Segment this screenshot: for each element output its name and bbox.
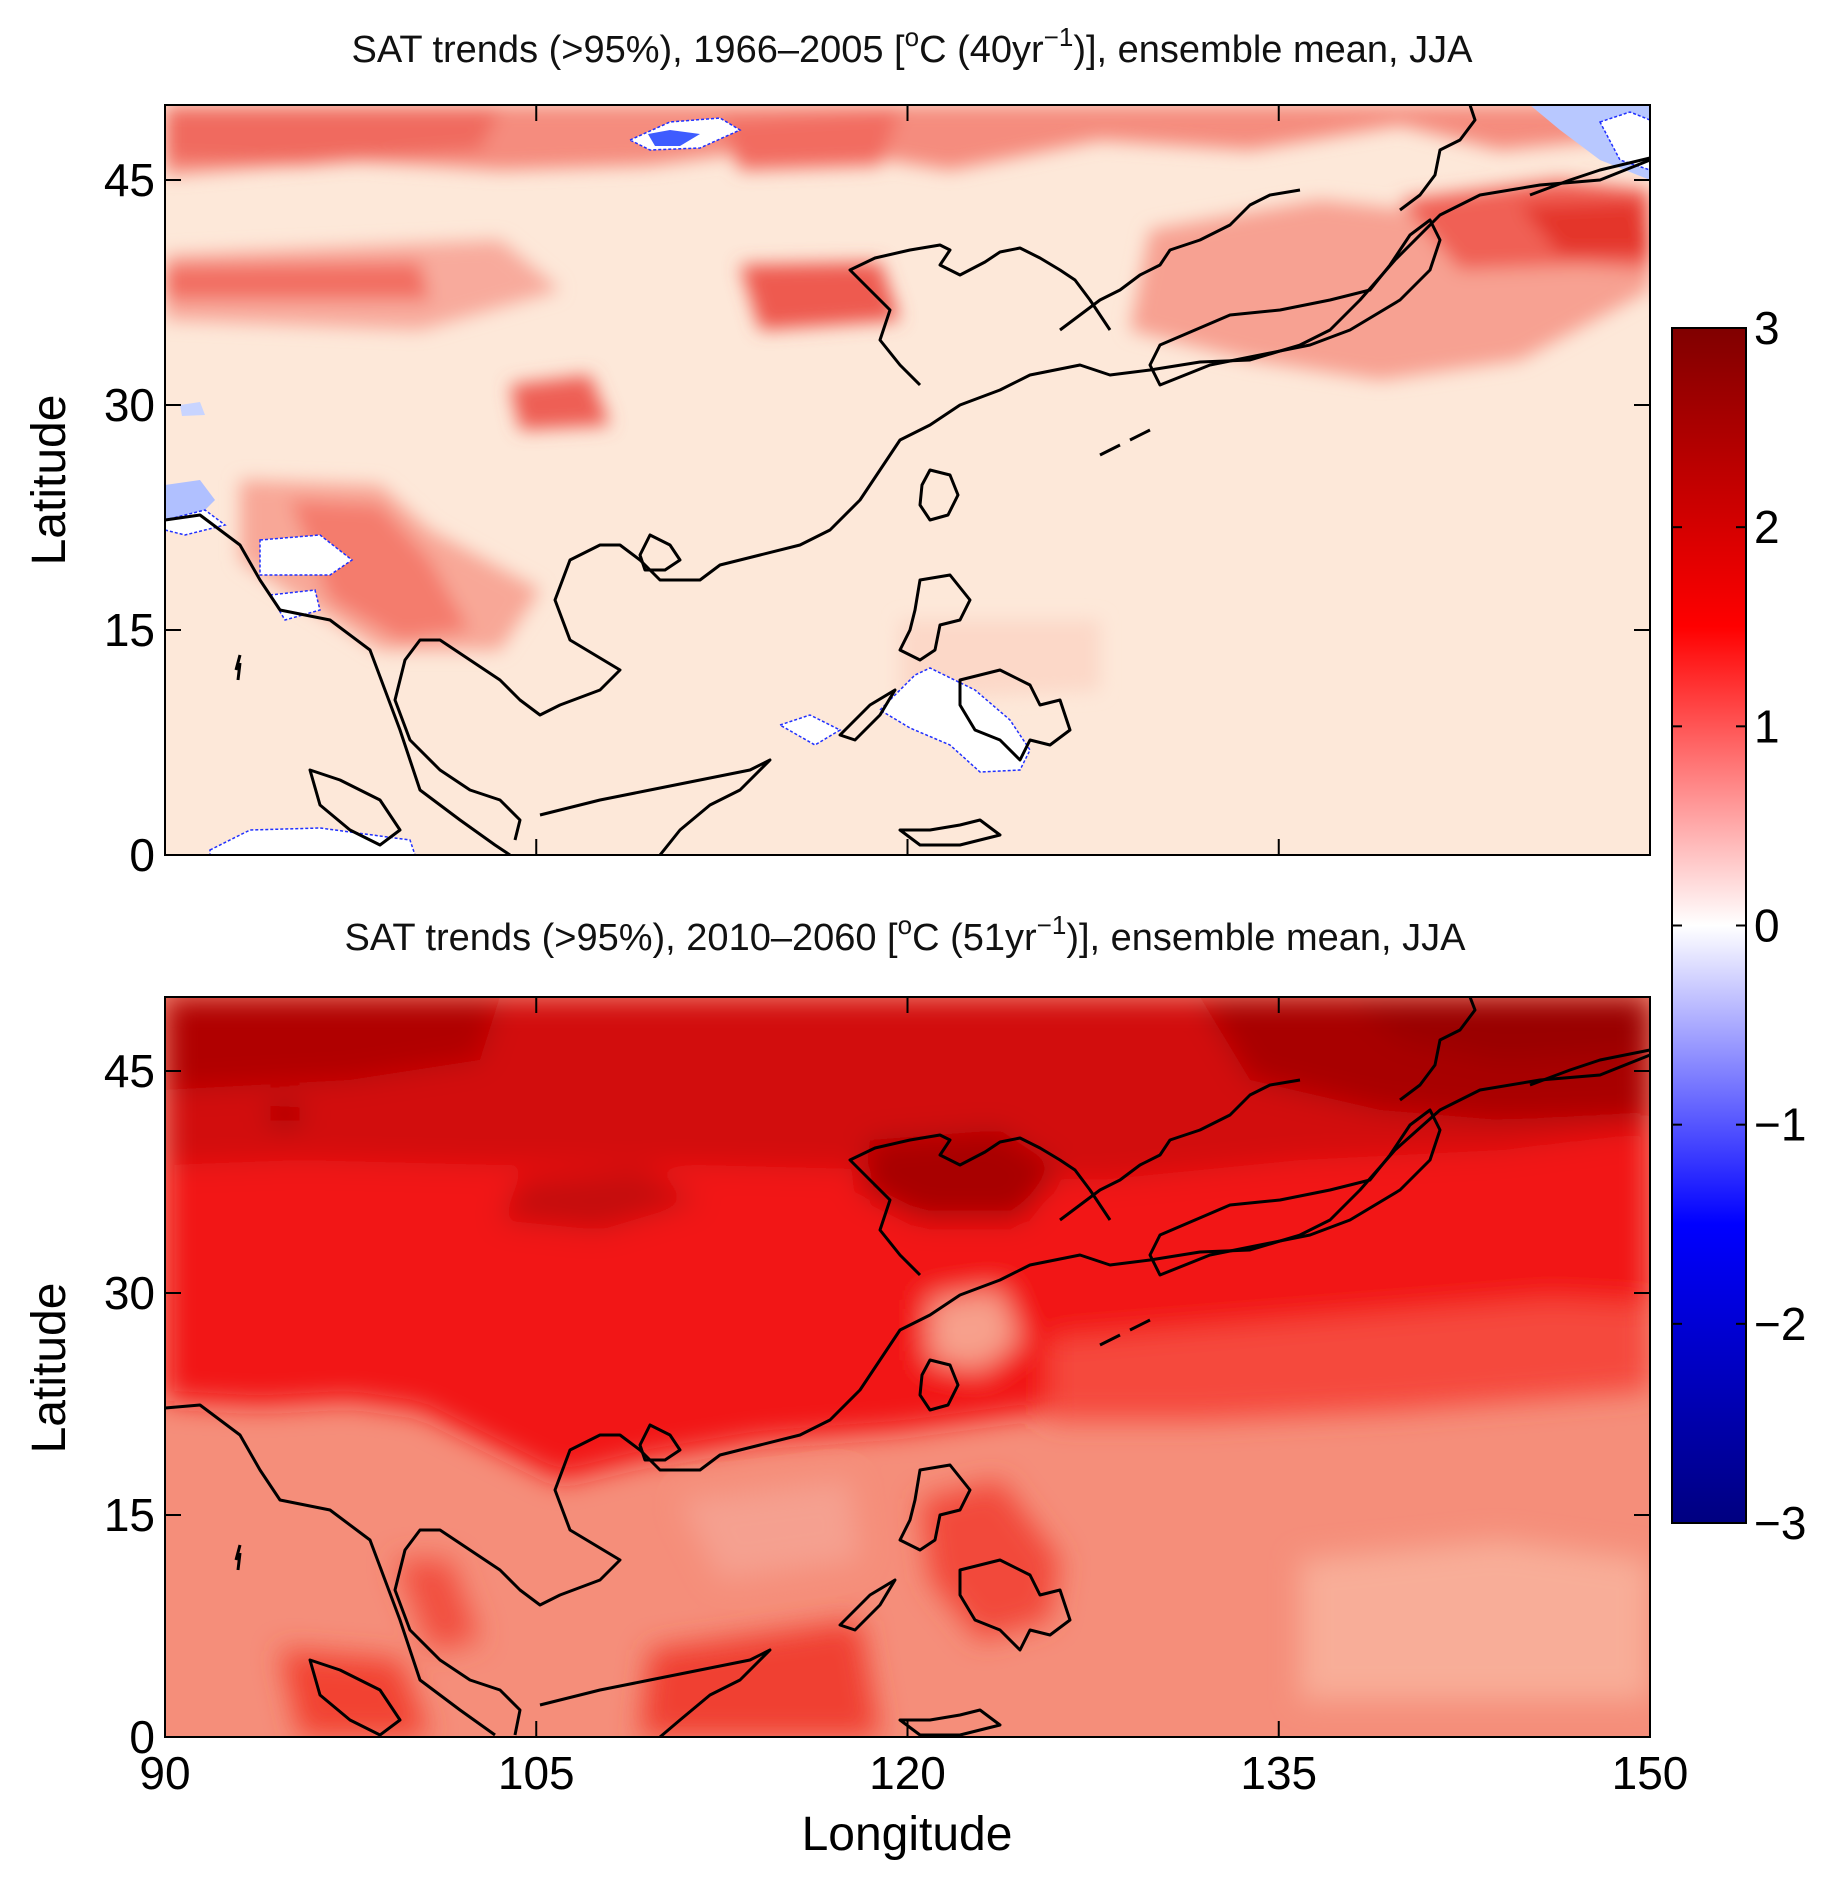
bottom-ylabel: Latitude <box>23 1283 76 1454</box>
bottom-coastlines <box>165 997 1650 1737</box>
top-heatmap-field <box>165 105 1650 700</box>
xtick-label: 90 <box>139 1747 190 1799</box>
colorbar-tick-label: −3 <box>1754 1497 1806 1549</box>
ytick-label: 30 <box>104 1267 155 1319</box>
ytick-label: 45 <box>104 1045 155 1097</box>
colorbar-tick-label: 3 <box>1754 302 1780 354</box>
xtick-label: 120 <box>869 1747 946 1799</box>
top-coastlines <box>165 105 1650 855</box>
ytick-label: 15 <box>104 604 155 656</box>
top-plot-area <box>165 105 1650 855</box>
colorbar-tick-label: 2 <box>1754 501 1780 553</box>
bottom-axis: 0 15 30 45 90 105 120 135 150 <box>104 997 1689 1799</box>
colorbar <box>1671 327 1747 1524</box>
colorbar-tick-label: −2 <box>1754 1298 1806 1350</box>
top-negative-patches <box>165 105 1650 855</box>
ytick-label: 0 <box>129 1711 155 1763</box>
top-axis: 0 15 30 45 <box>104 105 1651 881</box>
ytick-label: 15 <box>104 1489 155 1541</box>
ytick-label: 0 <box>129 829 155 881</box>
colorbar-ticks: 3 2 1 0 −1 −2 −3 <box>1672 302 1806 1549</box>
bottom-plot-area <box>165 997 1650 1737</box>
top-panel-title: SAT trends (>95%), 1966–2005 [oC (40yr−1… <box>352 22 1474 71</box>
colorbar-tick-label: −1 <box>1754 1099 1806 1151</box>
ytick-label: 45 <box>104 154 155 206</box>
colorbar-tick-label: 0 <box>1754 900 1780 952</box>
xtick-label: 150 <box>1612 1747 1689 1799</box>
colorbar-tick-label: 1 <box>1754 700 1780 752</box>
bottom-panel-title: SAT trends (>95%), 2010–2060 [oC (51yr−1… <box>345 910 1467 959</box>
bottom-heatmap-field <box>165 997 1650 1737</box>
xtick-label: 105 <box>498 1747 575 1799</box>
top-ylabel: Latitude <box>23 395 76 566</box>
bottom-xlabel: Longitude <box>802 1808 1013 1861</box>
ytick-label: 30 <box>104 379 155 431</box>
xtick-label: 135 <box>1240 1747 1317 1799</box>
